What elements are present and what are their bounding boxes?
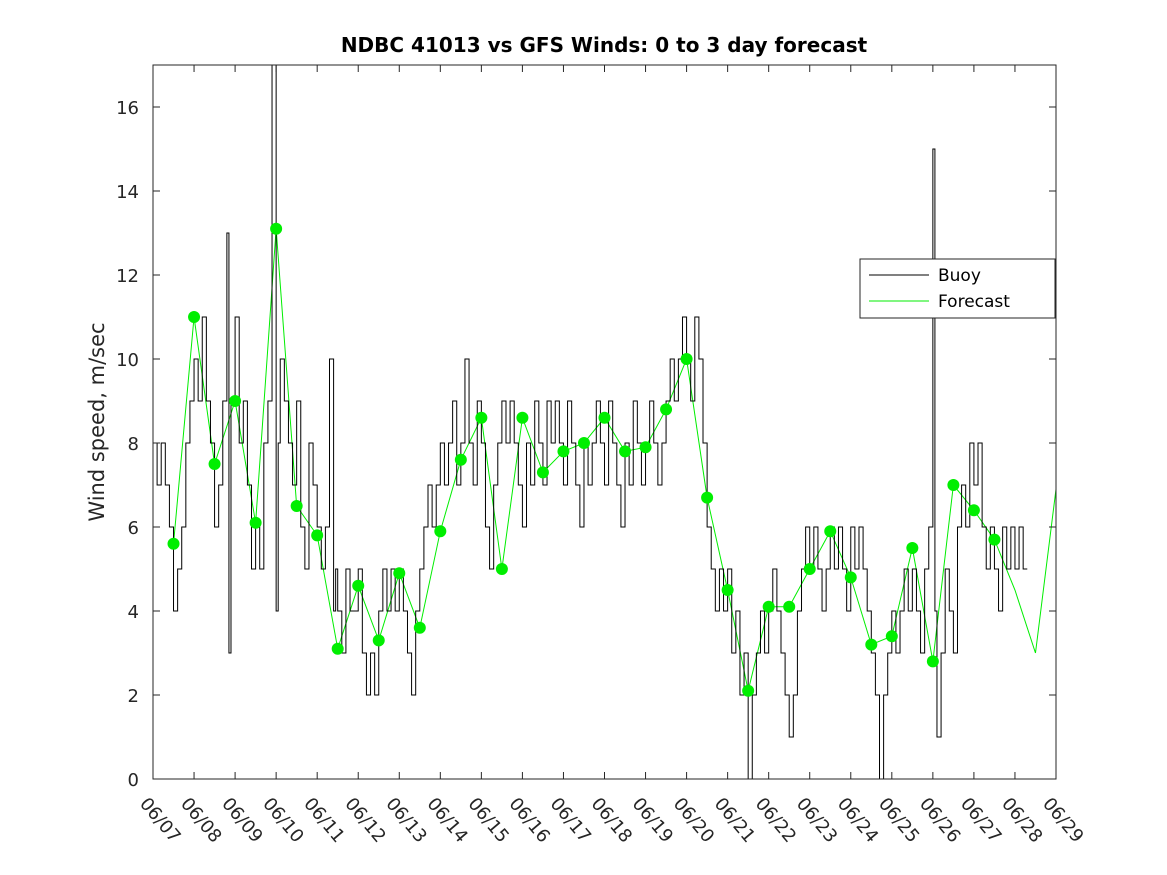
y-tick-label: 2 [128,686,139,707]
y-tick-label: 6 [128,518,139,539]
legend: Buoy Forecast [859,258,1056,319]
forecast-marker [208,458,221,470]
forecast-marker [249,516,262,529]
forecast-marker [824,525,837,538]
forecast-marker [660,403,673,416]
legend-box [859,258,1056,319]
forecast-marker [311,529,324,542]
forecast-marker [988,533,1001,546]
forecast-marker [619,445,632,458]
y-tick-label: 16 [116,98,139,119]
legend-buoy-label: Buoy [938,266,981,286]
forecast-marker [413,621,426,634]
forecast-series-line [173,228,1057,691]
forecast-marker [721,584,734,596]
y-tick-label: 8 [128,434,139,455]
forecast-marker [598,411,611,424]
forecast-marker [475,411,488,424]
forecast-layer [173,228,1057,691]
y-axis: 0 2 4 6 8 10 12 14 16 [116,98,1056,791]
forecast-marker [865,638,878,651]
forecast-marker [393,567,406,580]
forecast-marker [352,579,365,592]
y-tick-label: 14 [116,182,139,203]
forecast-marker [454,453,467,466]
forecast-marker [803,563,816,575]
forecast-marker [947,479,960,491]
forecast-marker [680,353,693,365]
forecast-marker [229,395,242,407]
forecast-marker [495,563,508,575]
forecast-marker [783,600,796,613]
forecast-marker [290,500,303,512]
y-tick-label: 4 [128,602,139,623]
forecast-marker [188,311,201,323]
forecast-marker [639,441,652,454]
forecast-marker [762,600,775,613]
forecast-marker [331,642,344,655]
chart-title: NDBC 41013 vs GFS Winds: 0 to 3 day fore… [341,33,868,57]
forecast-marker [577,437,590,449]
forecast-marker [967,504,980,517]
forecast-marker [742,684,755,697]
y-tick-label: 10 [116,350,139,371]
legend-forecast-label: Forecast [938,292,1010,312]
forecast-marker [372,634,385,647]
forecast-marker [434,525,447,538]
forecast-marker-layer [167,222,1001,697]
forecast-marker [906,542,919,554]
forecast-marker [516,411,529,424]
plot-area [152,64,1057,780]
forecast-marker [926,655,939,668]
forecast-marker [270,222,283,235]
y-tick-label: 0 [128,770,139,791]
y-axis-label: Wind speed, m/sec [85,322,109,521]
forecast-marker [885,630,898,643]
y-tick-label: 12 [116,266,139,287]
forecast-marker [844,571,857,584]
forecast-marker [701,491,714,504]
forecast-marker [167,537,180,550]
forecast-marker [536,466,549,479]
forecast-marker [557,445,570,458]
